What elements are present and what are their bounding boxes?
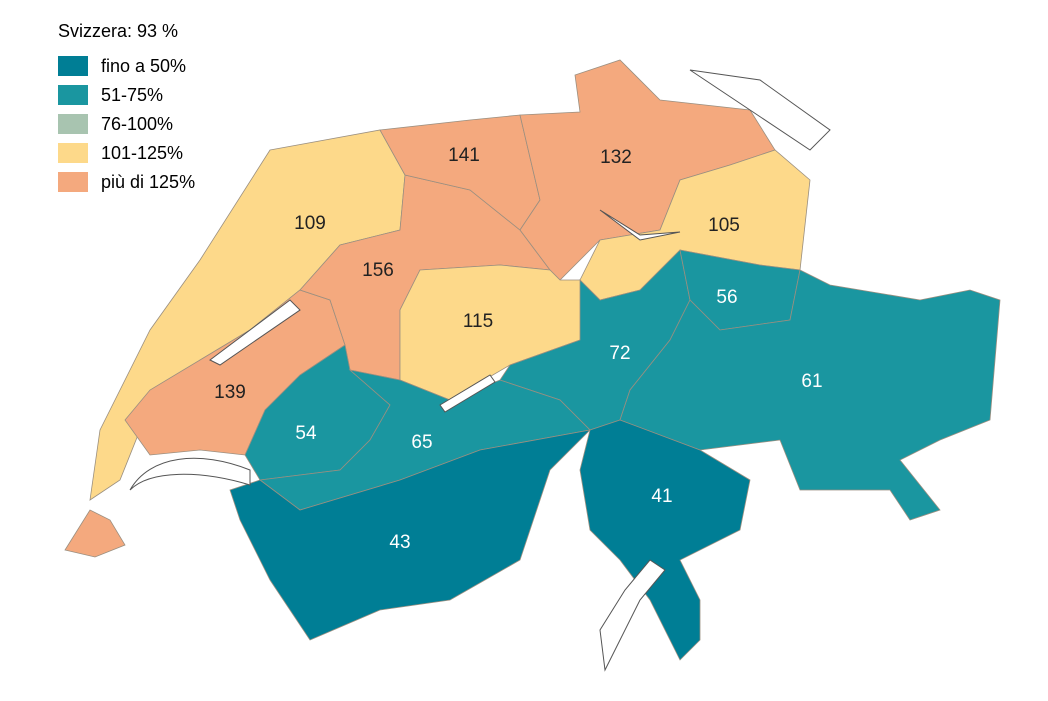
lake — [599, 209, 681, 241]
legend-swatch — [58, 114, 88, 134]
region-label: 132 — [600, 147, 632, 168]
region — [579, 419, 751, 661]
legend-swatch — [58, 85, 88, 105]
region — [64, 509, 126, 558]
legend-swatch — [58, 56, 88, 76]
region-label: 115 — [463, 311, 493, 332]
regions — [64, 59, 1001, 661]
lake — [599, 559, 666, 672]
region — [229, 429, 592, 641]
region-label: 156 — [362, 260, 394, 281]
map-title: Svizzera: 93 % — [58, 21, 178, 41]
lakes — [129, 69, 831, 672]
region-label: 139 — [214, 382, 246, 403]
legend-swatch — [58, 172, 88, 192]
region-label: 109 — [294, 213, 326, 234]
legend-label: 51-75% — [101, 85, 163, 105]
legend: fino a 50% 51-75% 76-100% 101-125% più di 12… — [58, 56, 195, 192]
lake — [439, 374, 496, 413]
region-label: 41 — [651, 486, 672, 507]
legend-label: 101-125% — [101, 143, 183, 163]
legend-label: 76-100% — [101, 114, 173, 134]
region-label: 141 — [448, 145, 480, 166]
legend-label: più di 125% — [101, 172, 195, 192]
legend-label: fino a 50% — [101, 56, 186, 76]
lake — [209, 299, 301, 366]
lake — [129, 457, 251, 491]
region-label: 65 — [411, 432, 432, 453]
region-label: 56 — [716, 287, 737, 308]
region-label: 61 — [801, 371, 822, 392]
region-labels: 109 139 156 141 132 105 115 72 56 61 54 … — [214, 145, 822, 553]
region-label: 72 — [609, 343, 630, 364]
region-label: 54 — [295, 423, 317, 444]
legend-swatch — [58, 143, 88, 163]
lake — [689, 69, 831, 151]
region-label: 105 — [708, 215, 740, 236]
region-label: 43 — [389, 532, 410, 553]
